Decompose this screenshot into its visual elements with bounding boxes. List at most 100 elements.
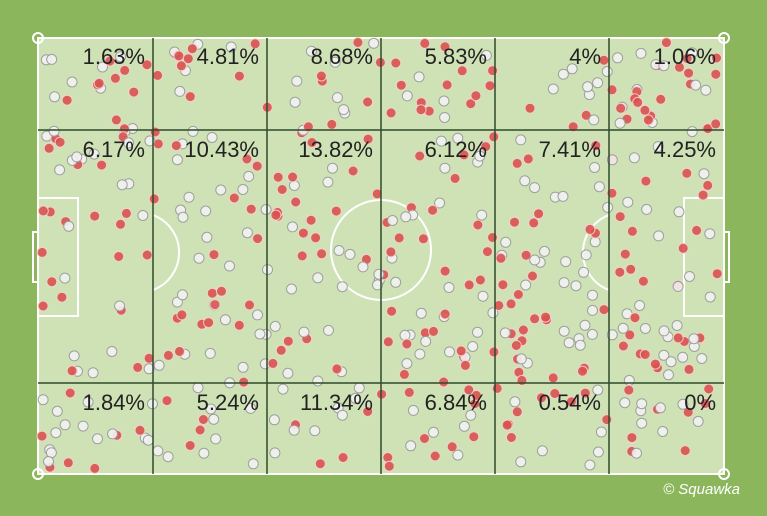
event-dot: [50, 427, 62, 439]
event-dot: [282, 335, 294, 347]
event-dot: [415, 307, 427, 319]
corner: [32, 32, 44, 44]
event-dot: [459, 359, 471, 371]
event-dot: [197, 414, 209, 425]
event-dot: [441, 79, 453, 91]
event-dot: [511, 157, 523, 169]
event-dot: [49, 91, 61, 103]
event-dot: [287, 221, 298, 233]
event-dot: [672, 332, 684, 344]
event-dot: [632, 96, 644, 108]
event-dot: [640, 175, 652, 187]
event-dot: [653, 230, 665, 242]
event-dot: [46, 53, 58, 65]
event-dot: [598, 304, 610, 316]
event-dot: [142, 434, 154, 446]
event-dot: [703, 383, 715, 395]
event-dot: [233, 70, 245, 82]
zone-percentage: 5.24%: [197, 390, 259, 415]
event-dot: [407, 404, 419, 416]
event-dot: [403, 386, 415, 398]
event-dot: [115, 218, 126, 230]
zone-labels: 1.63% 4.81% 8.68% 5.83% 4% 1.06% 6.17% 10.43% 13…: [83, 44, 716, 415]
event-dot: [405, 440, 417, 452]
event-dot: [237, 184, 249, 195]
event-dot: [175, 60, 187, 72]
event-dot: [71, 151, 83, 163]
event-dot: [206, 287, 218, 299]
event-dot: [515, 456, 527, 468]
event-dot: [488, 346, 500, 358]
event-dot: [702, 179, 714, 191]
event-dot: [184, 440, 196, 451]
event-dot: [558, 325, 570, 337]
event-dot: [443, 282, 455, 293]
event-dot: [438, 95, 450, 107]
event-dot: [458, 420, 470, 432]
event-dot: [595, 426, 607, 438]
event-dot: [393, 232, 405, 244]
event-dot: [623, 384, 635, 396]
event-dot: [637, 275, 649, 287]
event-dot: [400, 211, 412, 223]
event-dot: [37, 300, 49, 312]
event-dot: [658, 349, 670, 361]
event-dot: [352, 37, 364, 48]
event-dot: [417, 233, 429, 245]
event-dot: [587, 304, 598, 316]
event-dot: [420, 335, 432, 347]
event-dot: [536, 445, 548, 457]
event-dot: [584, 223, 596, 235]
event-dot: [519, 175, 531, 187]
event-dot: [401, 358, 413, 369]
event-dot: [306, 137, 318, 148]
event-dot: [634, 300, 646, 311]
event-dot: [291, 75, 303, 87]
watermark: © Squawka: [663, 481, 740, 498]
event-dot: [467, 341, 479, 352]
event-dot: [665, 356, 677, 368]
zone-percentage: 8.68%: [311, 44, 373, 69]
event-dot: [252, 309, 263, 321]
event-dot: [428, 325, 439, 337]
event-dot: [200, 205, 212, 217]
event-dot: [683, 363, 695, 375]
event-dot: [520, 279, 532, 291]
event-dot: [186, 43, 198, 55]
event-dot: [141, 249, 153, 261]
event-dot: [434, 197, 446, 209]
event-dot: [493, 300, 505, 311]
event-dot: [267, 357, 279, 369]
event-dot: [617, 340, 629, 352]
left-arc: [152, 214, 180, 291]
event-dot: [238, 376, 250, 388]
event-dot: [491, 382, 503, 394]
event-dot: [686, 126, 698, 138]
event-dot: [114, 300, 126, 312]
event-dot: [629, 312, 641, 324]
event-dot: [64, 387, 76, 399]
event-dot: [592, 384, 604, 396]
event-dot: [509, 216, 520, 228]
event-dot: [322, 176, 334, 188]
event-dot: [419, 37, 431, 49]
event-dot: [96, 159, 108, 171]
event-dot: [427, 204, 439, 216]
event-dot: [37, 394, 49, 406]
event-dot: [241, 153, 253, 165]
event-dot: [205, 403, 217, 415]
corner: [32, 468, 44, 480]
event-dot: [116, 179, 128, 191]
event-dot: [683, 67, 695, 79]
event-dot: [88, 148, 100, 160]
event-dot: [700, 84, 712, 96]
event-dot: [511, 406, 523, 418]
event-dot: [182, 53, 194, 65]
event-dot: [501, 419, 513, 431]
event-dot: [586, 328, 598, 340]
event-dot: [505, 298, 517, 310]
event-dot: [463, 384, 475, 396]
event-dot: [385, 107, 397, 119]
event-dot: [386, 305, 398, 317]
event-dot: [639, 349, 651, 360]
